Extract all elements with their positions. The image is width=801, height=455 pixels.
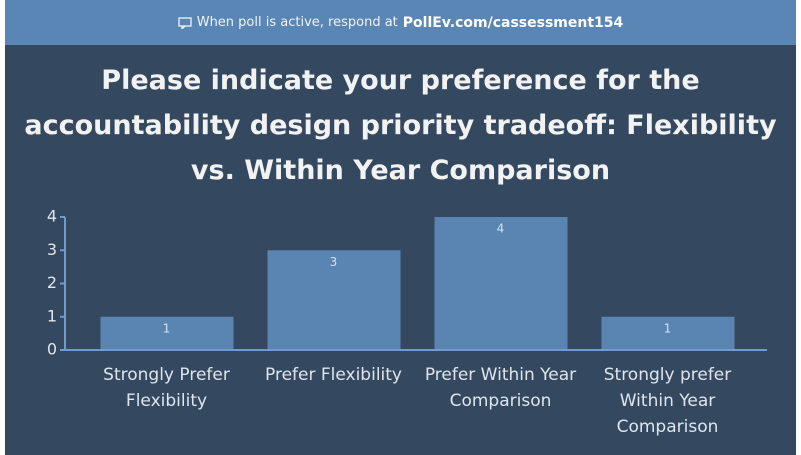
x-tick-label: Prefer Flexibility (265, 365, 402, 385)
value-label: 4 (497, 222, 505, 236)
poll-screen: When poll is active, respond at PollEv.c… (5, 0, 796, 455)
value-label: 3 (330, 255, 338, 269)
value-label: 1 (664, 321, 672, 335)
banner-link[interactable]: PollEv.com/cassessment154 (402, 14, 624, 31)
y-tick-label: 4 (47, 207, 57, 226)
bar (100, 316, 234, 350)
value-label: 1 (163, 321, 171, 335)
chart-title: Please indicate your preference for the … (24, 65, 777, 186)
y-tick-label: 2 (47, 273, 57, 292)
x-tick-label: Strongly Prefer Flexibility (103, 365, 230, 411)
y-tick-label: 0 (47, 340, 57, 359)
chart: 0 1 2 3 4 1 3 4 1 (47, 207, 767, 359)
bar (267, 250, 401, 350)
banner: When poll is active, respond at PollEv.c… (5, 0, 796, 45)
icon (178, 16, 192, 29)
bar (601, 316, 735, 350)
y-tick-label: 1 (47, 306, 57, 325)
x-tick-label: Strongly prefer Within Year Comparison (603, 365, 732, 437)
y-tick-label: 3 (47, 240, 57, 259)
banner-text: When poll is active, respond at (196, 15, 398, 30)
bar (434, 217, 568, 350)
x-tick-label: Prefer Within Year Comparison (424, 365, 577, 411)
